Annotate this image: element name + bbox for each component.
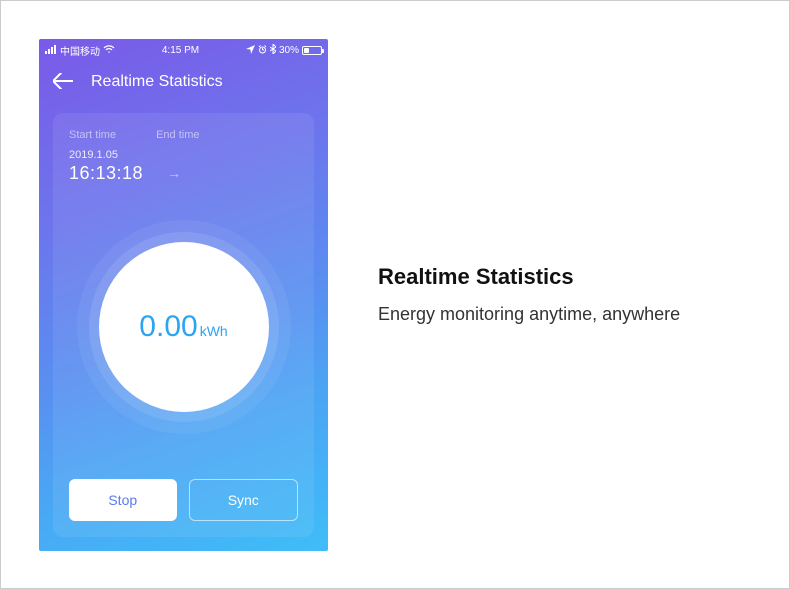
promo-text: Realtime Statistics Energy monitoring an… xyxy=(328,264,769,325)
phone-screenshot: 中国移动 4:15 PM 30% xyxy=(39,39,328,551)
button-row: Stop Sync xyxy=(69,479,298,521)
page-title: Realtime Statistics xyxy=(91,73,223,91)
arrow-right-icon: → xyxy=(167,165,181,181)
start-time-label: Start time xyxy=(69,129,116,141)
status-right: 30% xyxy=(246,44,322,57)
battery-fill xyxy=(304,48,309,53)
reading-value: 0.00 xyxy=(139,310,197,344)
status-left: 中国移动 xyxy=(45,43,115,58)
wifi-icon xyxy=(103,45,115,57)
stats-card: Start time End time 2019.1.05 16:13:18 →… xyxy=(53,113,314,537)
status-bar: 中国移动 4:15 PM 30% xyxy=(39,41,328,61)
status-time: 4:15 PM xyxy=(162,45,199,56)
alarm-icon xyxy=(258,45,267,57)
sync-button[interactable]: Sync xyxy=(189,479,299,521)
carrier-label: 中国移动 xyxy=(60,43,100,58)
promo-heading: Realtime Statistics xyxy=(378,264,769,290)
energy-reading: 0.00kWh xyxy=(139,310,227,344)
container: 中国移动 4:15 PM 30% xyxy=(0,0,790,589)
location-icon xyxy=(246,45,255,57)
nav-bar: Realtime Statistics xyxy=(39,61,328,103)
back-icon[interactable] xyxy=(53,71,73,93)
promo-sub: Energy monitoring anytime, anywhere xyxy=(378,304,769,325)
clock-row: 16:13:18 → xyxy=(69,163,298,184)
time-labels: Start time End time xyxy=(69,129,298,141)
battery-pct: 30% xyxy=(279,45,299,56)
battery-icon xyxy=(302,46,322,55)
start-clock: 16:13:18 xyxy=(69,163,143,184)
gauge-area: 0.00kWh xyxy=(69,184,298,471)
stop-button[interactable]: Stop xyxy=(69,479,177,521)
start-date: 2019.1.05 xyxy=(69,149,298,161)
reading-unit: kWh xyxy=(200,323,228,339)
bluetooth-icon xyxy=(270,44,276,57)
signal-icon xyxy=(45,45,57,57)
energy-gauge: 0.00kWh xyxy=(99,242,269,412)
end-time-label: End time xyxy=(156,129,199,141)
